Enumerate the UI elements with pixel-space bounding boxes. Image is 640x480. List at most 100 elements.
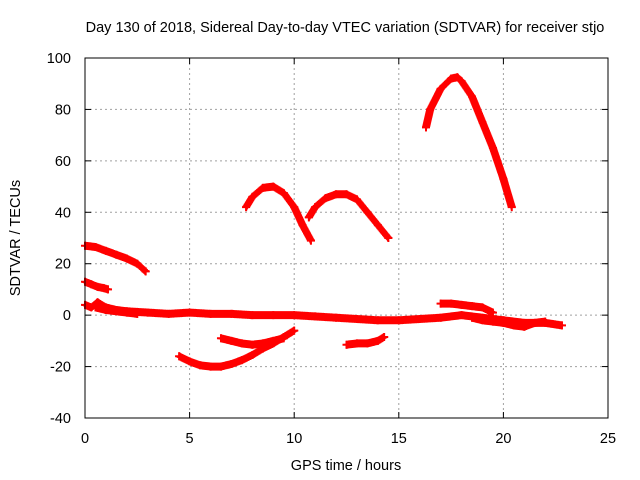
data-point [248, 311, 257, 320]
data-point [332, 313, 341, 322]
data-point [394, 316, 403, 325]
data-point [227, 360, 236, 368]
data-point [91, 303, 100, 312]
data-point [248, 351, 257, 359]
y-axis-ticks: -40 -20 0 20 40 60 80 100 [47, 51, 608, 427]
x-tick-label: 10 [286, 431, 302, 447]
y-axis-label: SDTVAR / TECUs [8, 180, 24, 296]
data-point [143, 308, 152, 317]
data-point [363, 208, 372, 217]
data-point [216, 334, 225, 343]
data-point [373, 221, 382, 230]
data-point [447, 299, 456, 308]
data-point [436, 299, 445, 308]
data-point [101, 246, 110, 255]
data-point [520, 322, 529, 331]
data-point [373, 336, 382, 345]
x-tick-label: 25 [600, 431, 616, 447]
data-point [436, 84, 445, 93]
data-point [269, 336, 278, 345]
y-tick-label: -20 [50, 360, 71, 376]
data-point [311, 203, 320, 212]
data-point [133, 309, 142, 318]
data-point [185, 308, 194, 317]
plot-frame [84, 57, 609, 419]
data-point [227, 336, 236, 345]
series-track [81, 241, 150, 276]
data-point [237, 356, 246, 365]
series-sat-f [216, 334, 288, 349]
x-tick-label: 5 [186, 431, 194, 447]
data-point [311, 312, 320, 321]
data-point [321, 194, 330, 203]
data-point [447, 74, 456, 83]
series-sat-g [242, 182, 315, 245]
data-point [468, 302, 477, 311]
data-point [373, 316, 382, 325]
x-tick-label: 20 [495, 431, 511, 447]
data-point [164, 309, 173, 318]
y-tick-label: 100 [47, 51, 71, 67]
data-point [342, 190, 351, 199]
data-series [81, 73, 566, 371]
data-point [290, 311, 299, 320]
data-point [237, 339, 246, 348]
data-point [457, 77, 466, 86]
data-point [93, 282, 102, 291]
x-axis-ticks: 0 5 10 15 20 25 [81, 58, 616, 447]
data-point [468, 92, 477, 101]
data-point [342, 340, 351, 349]
data-point [415, 315, 424, 323]
series-sat-i [342, 333, 389, 349]
series-sat-k [436, 299, 497, 317]
data-point [91, 243, 100, 251]
data-point [185, 357, 194, 366]
data-point [509, 321, 518, 330]
series-sat-e [175, 326, 299, 371]
data-point [380, 333, 389, 341]
data-point [478, 118, 487, 127]
data-point [227, 309, 236, 318]
data-point [248, 340, 257, 349]
data-point [112, 307, 121, 316]
data-point [122, 308, 131, 317]
x-tick-label: 0 [81, 431, 89, 447]
data-point [242, 203, 251, 212]
data-point [269, 182, 278, 191]
data-point [196, 361, 205, 370]
data-point [421, 123, 430, 132]
y-tick-label: 0 [63, 308, 71, 324]
data-point [248, 192, 257, 201]
data-point [175, 352, 184, 361]
data-point [488, 144, 497, 152]
data-point [332, 190, 341, 199]
chart-title: Day 130 of 2018, Sidereal Day-to-day VTE… [86, 20, 605, 36]
data-point [304, 213, 313, 222]
data-point [352, 315, 361, 323]
data-point [206, 309, 215, 318]
data-point [426, 105, 435, 114]
data-point [112, 250, 121, 259]
data-point [122, 254, 131, 263]
data-point [457, 311, 466, 320]
data-point [269, 311, 278, 320]
data-point [258, 339, 267, 348]
data-point [290, 326, 299, 335]
y-tick-label: 80 [55, 102, 71, 118]
y-tick-label: -40 [50, 411, 71, 427]
data-point [206, 362, 215, 371]
data-point [352, 339, 361, 348]
x-tick-label: 15 [391, 431, 407, 447]
series-track [242, 182, 315, 245]
series-sat-h [304, 190, 393, 242]
data-point [216, 362, 225, 371]
y-tick-label: 60 [55, 154, 71, 170]
data-point [363, 339, 372, 348]
grid-lines [85, 58, 608, 418]
data-point [258, 183, 267, 192]
data-point [352, 195, 361, 204]
series-track [421, 73, 516, 212]
data-point [298, 221, 307, 230]
data-point [306, 236, 315, 245]
